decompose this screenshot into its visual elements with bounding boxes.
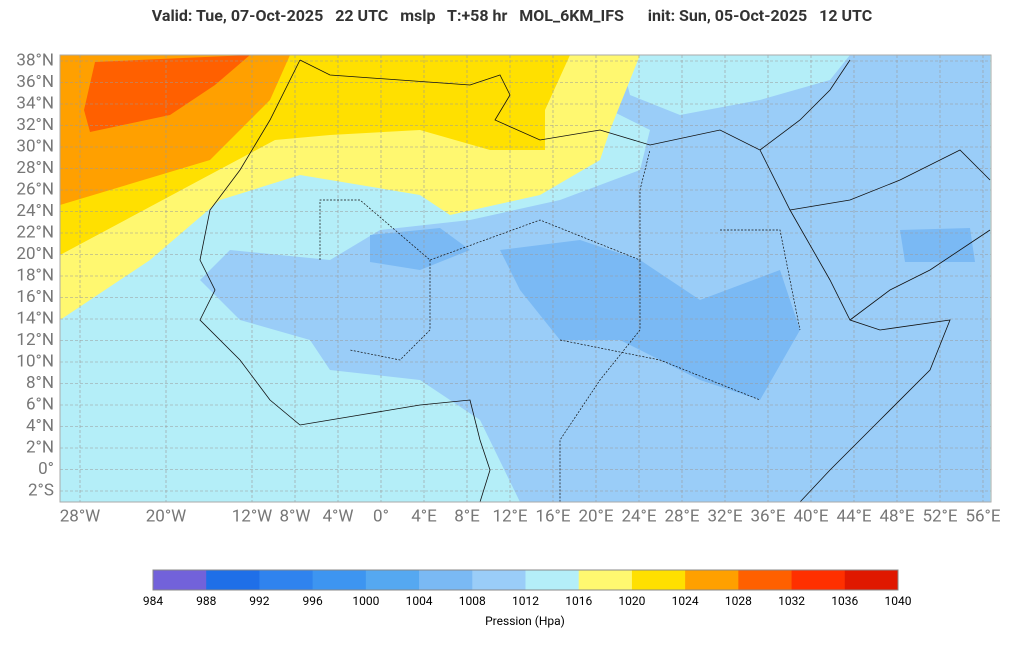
lon-tick-label: 28°E [664,506,699,526]
colorbar-swatch [685,570,739,590]
lat-tick-label: 18°N [16,265,54,285]
lat-tick-label: 8°N [26,373,54,393]
map [59,54,992,503]
colorbar-tick-label: 1028 [725,594,752,608]
pressure-area [620,55,850,115]
lat-tick-label: 20°N [16,244,54,264]
pressure-area [370,228,470,270]
lon-tick-label: 32°E [707,506,742,526]
lat-tick-label: 38°N [16,50,54,70]
lat-tick-label: 2°S [28,480,54,500]
coastline [199,59,991,503]
lat-tick-label: 0° [38,459,54,479]
grid [60,55,991,502]
lon-tick-label: 16°E [535,506,570,526]
colorbar-tick-label: 1000 [352,594,379,608]
colorbar-tick-label: 1020 [618,594,645,608]
colorbar-swatch [578,570,633,590]
colorbar-swatch [844,570,899,590]
lat-tick-label: 4°N [26,416,54,436]
lat-tick-label: 26°N [16,179,54,199]
colorbar-frame [152,569,899,591]
lat-tick-label: 22°N [16,222,54,242]
colorbar-swatch [738,570,793,590]
borders [319,149,801,502]
lat-tick-label: 2°N [26,437,54,457]
colorbar-swatch [206,570,260,590]
lon-tick-label: 12°W [232,506,273,526]
lon-tick-label: 28°W [60,506,101,526]
colorbar-swatch [631,570,686,590]
colorbar-tick-label: 988 [196,594,216,608]
lon-tick-label: 40°E [793,506,828,526]
lat-tick-label: 16°N [16,287,54,307]
colorbar-tick-label: 1036 [831,594,858,608]
colorbar-tick-label: 1032 [778,594,805,608]
colorbar-tick-label: 992 [249,594,269,608]
colorbar-tick-label: 1004 [406,594,433,608]
lat-tick-label: 14°N [16,308,54,328]
colorbar-swatch [365,570,420,590]
colorbar-swatch [525,570,580,590]
colorbar-label: Pression (Hpa) [485,614,565,628]
colorbar-swatch [419,570,473,590]
colorbar-tick-label: 1040 [885,594,912,608]
lon-tick-label: 44°E [836,506,871,526]
colorbar-tick-label: 1012 [512,594,539,608]
lon-tick-label: 4°E [411,506,437,526]
lon-tick-label: 4°W [323,506,354,526]
lon-tick-label: 36°E [750,506,785,526]
lat-tick-label: 24°N [16,201,54,221]
lon-tick-label: 0° [373,506,389,526]
colorbar-swatch [312,570,367,590]
lon-tick-label: 12°E [492,506,527,526]
lon-tick-label: 56°E [965,506,1000,526]
colorbar-tick-label: 1008 [459,594,486,608]
colorbar-swatch [153,570,207,590]
lat-tick-label: 10°N [16,351,54,371]
lon-tick-label: 52°E [922,506,957,526]
colorbar-swatch [791,570,846,590]
pressure-area [900,228,975,262]
lon-tick-label: 8°E [454,506,480,526]
lon-tick-label: 48°E [879,506,914,526]
lat-tick-label: 34°N [16,93,54,113]
lat-tick-label: 36°N [16,72,54,92]
colorbar-tick-label: 996 [303,594,323,608]
colorbar-tick-label: 1024 [672,594,699,608]
pressure-area [84,55,250,132]
lon-tick-label: 20°E [578,506,613,526]
lon-tick-label: 8°W [280,506,311,526]
colorbar-swatch [472,570,526,590]
lat-tick-label: 30°N [16,136,54,156]
lat-tick-label: 12°N [16,330,54,350]
lon-tick-label: 24°E [621,506,656,526]
colorbar: 984 988 992 996 1000 1004 1008 1012 1016 1020 1024… [143,569,912,608]
lon-tick-label: 20°W [146,506,187,526]
title: Valid: Tue, 07-Oct-2025 22 UTC mslp T:+5… [152,6,872,25]
lat-tick-label: 28°N [16,158,54,178]
lat-tick-label: 6°N [26,394,54,414]
colorbar-tick-label: 984 [143,594,163,608]
colorbar-tick-label: 1016 [565,594,592,608]
map-frame [59,54,992,503]
colorbar-swatch [259,570,314,590]
lat-tick-label: 32°N [16,115,54,135]
